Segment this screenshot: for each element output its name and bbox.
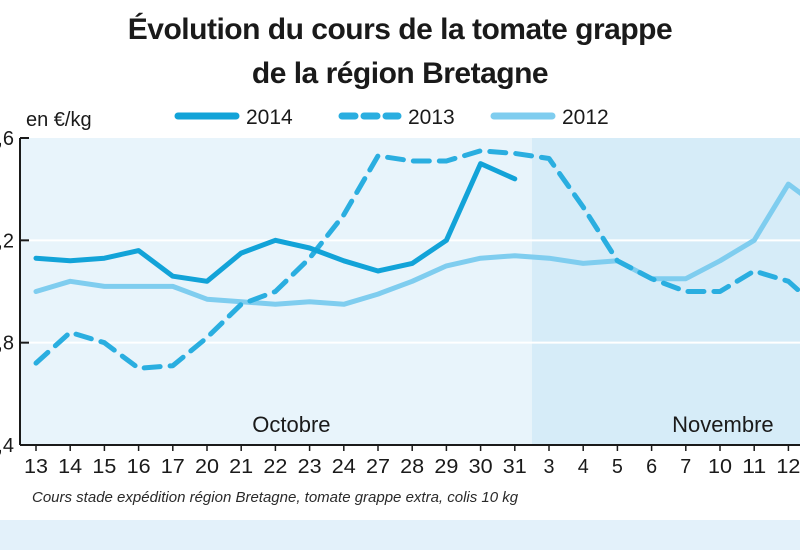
legend-label-2012: 2012	[562, 106, 609, 129]
november-background	[531, 138, 800, 445]
x-tick-label: 27	[366, 456, 390, 478]
period-label-november: Novembre	[672, 412, 773, 437]
x-tick-label: 6	[646, 456, 657, 478]
x-tick-label: 30	[469, 456, 493, 478]
x-tick-label: 5	[612, 456, 623, 478]
x-tick-label: 17	[161, 456, 185, 478]
x-tick-label: 3	[544, 456, 555, 478]
chart-title-line-1: Évolution du cours de la tomate grappe	[127, 13, 673, 46]
series-line-2013	[33, 148, 800, 371]
x-tick-label: 16	[127, 456, 151, 478]
x-tick-label: 12	[776, 456, 800, 478]
y-tick-label: 1,2	[0, 230, 14, 252]
x-tick-label: 21	[229, 456, 253, 478]
legend-label-2013: 2013	[408, 106, 455, 129]
footer-band	[0, 520, 800, 550]
x-tick-label: 31	[503, 456, 527, 478]
y-tick-label: 0,8	[0, 333, 14, 355]
x-tick-label: 13	[24, 456, 48, 478]
chart-title: Évolution du cours de la tomate grappe d…	[0, 8, 800, 96]
legend-label-2014: 2014	[246, 106, 293, 129]
line-chart: 1,6 1,2 0,8 0,4 en €/kg 13 14 15 16 17 20 21 22 23 24 2…	[0, 106, 800, 478]
source-note: Cours stade expédition région Bretagne, …	[32, 489, 519, 506]
x-tick-label: 20	[195, 456, 219, 478]
series-line-2012	[33, 181, 800, 307]
x-tick-label: 10	[708, 456, 732, 478]
period-label-october: Octobre	[252, 412, 330, 437]
x-tick-label: 14	[58, 456, 82, 478]
x-tick-label: 23	[298, 456, 322, 478]
x-tick-label: 15	[92, 456, 116, 478]
x-tick-label: 4	[578, 456, 589, 478]
y-axis-label: en €/kg	[26, 109, 92, 131]
x-tick-label: 24	[332, 456, 356, 478]
x-tick-label: 28	[400, 456, 424, 478]
series-line-2014	[33, 161, 518, 284]
y-tick-label: 1,6	[0, 128, 14, 150]
x-tick-label: 22	[263, 456, 287, 478]
x-tick-label: 7	[680, 456, 691, 478]
x-tick-label: 29	[434, 456, 458, 478]
chart-title-line-2: de la région Bretagne	[251, 57, 549, 90]
y-tick-label: 0,4	[0, 435, 14, 457]
x-tick-label: 11	[742, 456, 766, 478]
